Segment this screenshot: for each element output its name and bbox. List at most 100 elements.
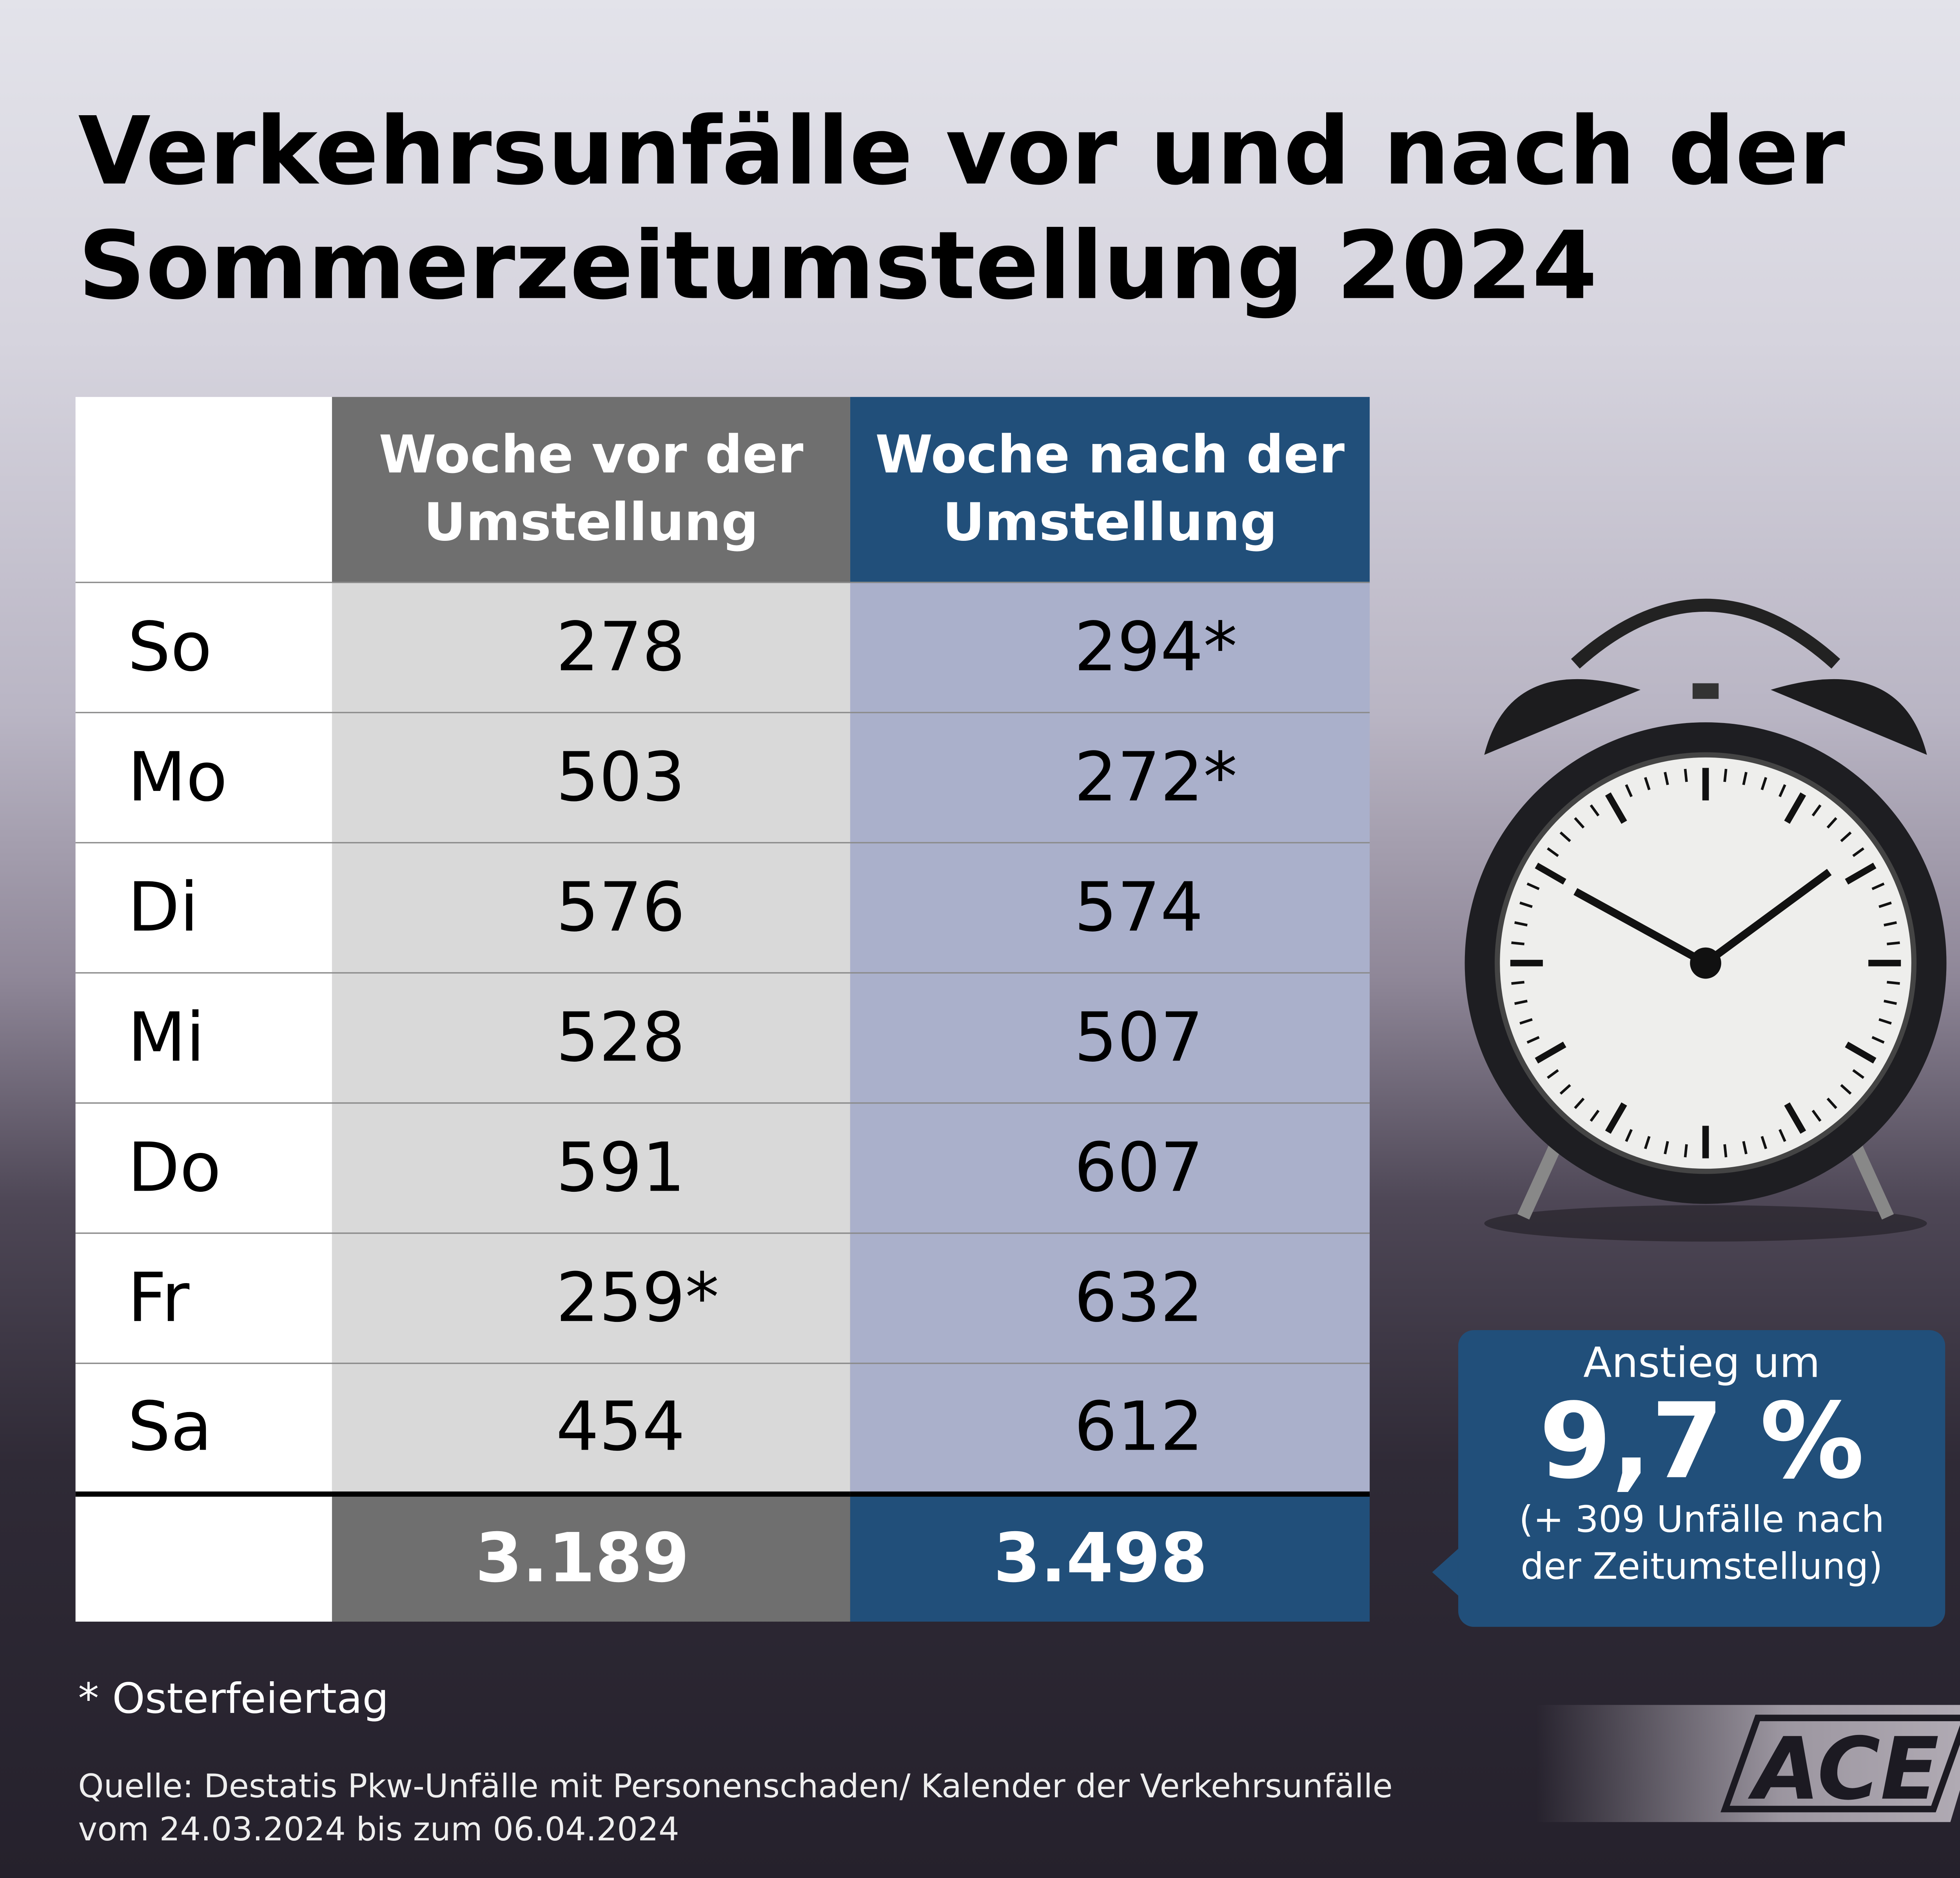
clock-tick [1884,999,1897,1005]
alarm-clock-icon [1465,598,1947,1242]
clock-tick [1840,1084,1852,1095]
total-before: 3.189 [332,1491,850,1621]
clock-tick [1511,981,1524,985]
clock-tick [1760,1136,1768,1149]
source-note: Quelle: Destatis Pkw-Unfälle mit Persone… [78,1765,1392,1851]
title-line-1: Verkehrsunfälle vor und nach der [78,96,1845,206]
clock-tick [1723,1144,1728,1158]
clock-tick [1852,1069,1865,1079]
clock-tick [1625,1129,1633,1142]
value-after: 607 [850,1103,1370,1234]
value-after: 294* [850,582,1370,713]
clock-tick [1826,1097,1837,1109]
table-row: Fr 259* 632 [75,1233,1370,1364]
clock-tick [1644,1136,1651,1149]
clock-tick [1723,769,1728,782]
clock-tick [1519,901,1533,908]
value-after: 574 [850,843,1370,974]
table-header-row: Woche vor der Umstellung Woche nach der Um… [75,397,1370,583]
clock-tick [1590,804,1600,817]
value-before: 576 [332,843,850,974]
clock-tick [1664,772,1669,785]
value-before: 278 [332,582,850,713]
value-after: 507 [850,973,1370,1104]
clock-tick [1779,1129,1786,1142]
day-label: Di [75,843,332,974]
total-after: 3.498 [850,1491,1370,1621]
total-label [75,1491,332,1621]
clock-tick [1559,1084,1571,1095]
clock-tick [1840,831,1852,842]
clock-tick [1784,792,1806,824]
day-label: Do [75,1103,332,1234]
clock-tick [1559,831,1571,842]
clock-tick [1826,817,1837,829]
clock-tick [1514,999,1528,1005]
callout-label: Anstieg um [1583,1338,1820,1388]
table-row: Di 576 574 [75,843,1370,974]
clock-tick [1664,1141,1669,1155]
value-before: 454 [332,1363,850,1494]
table-row: So 278 294* [75,582,1370,713]
title-line-2: Sommerzeitumstellung 2024 [78,210,1597,320]
table-row: Do 591 607 [75,1103,1370,1234]
clock-tick [1605,792,1627,824]
clock-tick [1884,921,1897,927]
table-row: Mo 503 272* [75,712,1370,843]
clock-tick [1547,847,1559,857]
value-before: 259* [332,1233,850,1364]
clock-tick [1811,1109,1822,1122]
callout-value: 9,7 % [1539,1381,1864,1502]
clock-tick [1535,1041,1566,1064]
increase-callout: Anstieg um 9,7 % (+ 309 Unfälle nach der… [1432,1330,1945,1627]
source-line-2: vom 24.03.2024 bis zum 06.04.2024 [78,1810,679,1848]
value-before: 503 [332,712,850,843]
footnote: * Osterfeiertag [78,1673,389,1723]
value-before: 591 [332,1103,850,1234]
clock-tick [1526,1036,1540,1044]
clock-tick [1684,1144,1688,1158]
clock-tick [1760,777,1768,790]
clock-tick [1742,1141,1748,1155]
header-week-before: Woche vor der Umstellung [332,397,850,583]
clock-tick [1871,882,1885,890]
clock-tick [1845,1041,1877,1064]
clock-tick [1887,981,1900,985]
clock-tick [1547,1069,1559,1079]
clock-tick [1845,863,1877,885]
clock-tick [1742,772,1748,785]
clock-tick [1871,1036,1885,1044]
table-row: Mi 528 507 [75,973,1370,1104]
value-before: 528 [332,973,850,1104]
clock-tick [1625,784,1633,798]
clock-tick [1852,847,1865,857]
clock-tick [1878,1018,1892,1025]
clock-tick [1684,769,1688,782]
source-line-1: Quelle: Destatis Pkw-Unfälle mit Persone… [78,1767,1393,1805]
value-after: 612 [850,1363,1370,1494]
clock-tick [1574,817,1585,829]
clock-tick [1519,1018,1533,1025]
day-label: Sa [75,1363,332,1494]
callout-detail-2: der Zeitumstellung) [1521,1544,1883,1588]
clock-tick [1514,921,1528,927]
clock-tick [1784,1102,1806,1134]
callout-detail-1: (+ 309 Unfälle nach [1519,1498,1885,1541]
header-week-after: Woche nach der Umstellung [850,397,1370,583]
day-label: So [75,582,332,713]
clock-tick [1811,804,1822,817]
page-title: Verkehrsunfälle vor und nach der Sommerz… [78,94,1845,323]
day-label: Mi [75,973,332,1104]
clock-tick [1526,882,1540,890]
clock-tick [1878,901,1892,908]
day-label: Fr [75,1233,332,1364]
clock-tick [1574,1097,1585,1109]
clock-tick [1511,941,1524,946]
header-empty [75,397,332,583]
clock-tick [1887,941,1900,946]
svg-text:ACE: ACE [1748,1719,1939,1819]
accident-table: Woche vor der Umstellung Woche nach der Um… [75,397,1370,1621]
value-after: 632 [850,1233,1370,1364]
table-row: Sa 454 612 [75,1363,1370,1494]
